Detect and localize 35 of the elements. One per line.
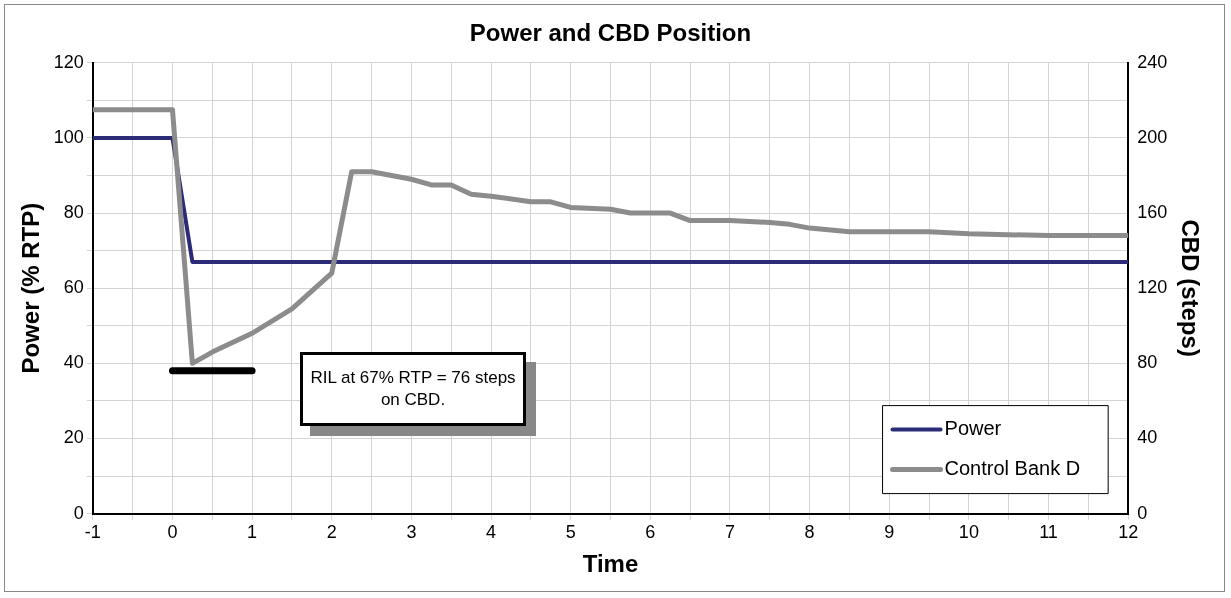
x-tick-label: 1: [247, 522, 258, 543]
x-tick-label: 9: [884, 522, 895, 543]
x-tick-label: 12: [1118, 522, 1139, 543]
chart-title: Power and CBD Position: [469, 19, 752, 47]
x-tick-label: 8: [804, 522, 815, 543]
y-tick-label: 0: [73, 502, 84, 523]
x-axis-title: Time: [582, 550, 639, 578]
x-tick-label: 11: [1039, 522, 1058, 543]
y-axis-title: Power (% RTP): [17, 202, 45, 374]
y-tick-label: 60: [63, 277, 84, 298]
y2-tick-label: 40: [1137, 427, 1158, 448]
y-tick-label: 20: [63, 427, 84, 448]
x-tick-label: 6: [645, 522, 656, 543]
legend-label: Control Bank D: [944, 457, 1081, 480]
y2-axis-title: CBD (steps): [1176, 219, 1204, 357]
x-tick-label: 4: [486, 522, 497, 543]
y2-tick-label: 80: [1137, 352, 1158, 373]
x-tick-label: 10: [958, 522, 979, 543]
y2-tick-label: 160: [1137, 202, 1168, 223]
x-tick-label: 0: [167, 522, 178, 543]
y-tick-label: 80: [63, 202, 84, 223]
x-tick-label: 7: [724, 522, 735, 543]
y2-tick-label: 200: [1137, 126, 1168, 147]
y-tick-label: 40: [63, 352, 84, 373]
y-tick-label: 100: [53, 126, 84, 147]
y2-tick-label: 240: [1137, 51, 1168, 72]
x-tick-label: -1: [84, 522, 101, 543]
x-tick-label: 2: [326, 522, 337, 543]
x-tick-label: 5: [565, 522, 576, 543]
y-tick-label: 120: [53, 51, 84, 72]
annotation: RIL at 67% RTP = 76 steps on CBD.: [300, 352, 526, 426]
x-tick-label: 3: [406, 522, 417, 543]
legend-label: Power: [944, 417, 1002, 440]
y2-tick-label: 0: [1137, 502, 1148, 523]
y2-tick-label: 120: [1137, 277, 1168, 298]
